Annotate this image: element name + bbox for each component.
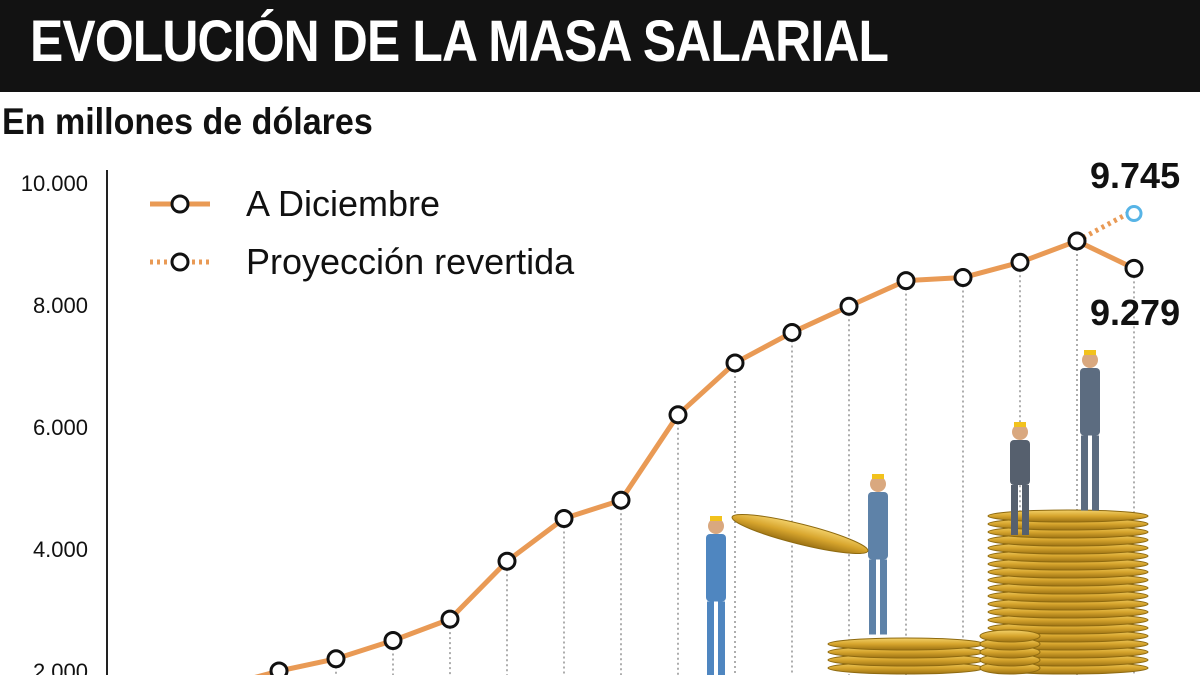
head	[1012, 424, 1028, 440]
right-leg	[718, 601, 725, 675]
head	[870, 476, 886, 492]
businessman-figure	[1010, 422, 1030, 535]
head	[708, 518, 724, 534]
data-labels: 9.745 9.279	[1090, 155, 1180, 333]
helmet	[1014, 422, 1026, 427]
chart-subtitle: En millones de dólares	[2, 101, 373, 142]
data-point	[725, 353, 745, 373]
data-point	[1010, 252, 1030, 272]
data-point	[896, 271, 916, 291]
data-point	[668, 405, 688, 425]
torso	[1080, 368, 1100, 436]
legend-label: A Diciembre	[246, 183, 440, 224]
data-point	[554, 509, 574, 528]
coins-workers-illustration	[706, 350, 1149, 675]
data-point	[383, 631, 403, 650]
left-leg	[707, 601, 714, 675]
data-point	[326, 649, 346, 669]
y-axis: 10.000 8.000 6.000 4.000 2.000	[21, 170, 108, 675]
legend: A Diciembre Proyección revertida	[150, 183, 575, 282]
data-point	[782, 322, 802, 342]
left-leg	[1081, 435, 1088, 511]
y-tick-label: 10.000	[21, 171, 88, 196]
series-line-proyeccion	[1075, 211, 1130, 244]
y-tick-label: 2.000	[33, 659, 88, 675]
y-tick-label: 6.000	[33, 415, 88, 440]
right-leg	[1092, 435, 1099, 511]
legend-swatch-marker	[170, 252, 190, 272]
businessman-figure	[1080, 350, 1100, 511]
worker-figure	[706, 516, 726, 675]
left-leg	[1011, 485, 1018, 535]
projection-point	[1125, 205, 1143, 222]
data-point	[611, 490, 631, 510]
left-leg	[869, 559, 876, 635]
right-leg	[880, 559, 887, 635]
y-tick-label: 8.000	[33, 293, 88, 318]
chart-title: EVOLUCIÓN DE LA MASA SALARIAL	[30, 9, 889, 74]
head	[1082, 352, 1098, 368]
title-bar: EVOLUCIÓN DE LA MASA SALARIAL	[0, 0, 1200, 92]
data-point	[440, 609, 460, 629]
legend-label: Proyección revertida	[246, 241, 575, 282]
data-point	[1124, 258, 1144, 278]
helmet	[710, 516, 722, 521]
helmet	[872, 474, 884, 479]
carried-coin	[731, 513, 869, 555]
data-point	[1067, 231, 1087, 251]
data-label: 9.279	[1090, 292, 1180, 333]
legend-swatch-marker	[170, 194, 190, 214]
coin	[979, 629, 1041, 643]
right-leg	[1022, 485, 1029, 535]
series-line-a-diciembre	[254, 238, 1136, 675]
torso	[706, 534, 726, 602]
coin	[827, 637, 985, 651]
data-point	[953, 268, 973, 288]
series	[254, 205, 1144, 675]
torso	[1010, 440, 1030, 485]
data-point	[269, 661, 289, 675]
data-label: 9.745	[1090, 155, 1180, 196]
helmet	[1084, 350, 1096, 355]
torso	[868, 492, 888, 560]
y-tick-label: 4.000	[33, 537, 88, 562]
worker-figure	[868, 474, 888, 635]
data-point	[839, 296, 859, 316]
data-point	[497, 551, 517, 571]
